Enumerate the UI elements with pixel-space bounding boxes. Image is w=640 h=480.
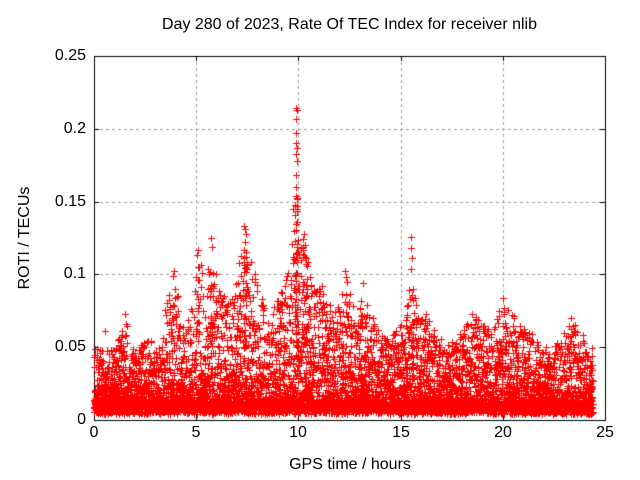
x-tick-label-20: 20 — [494, 424, 512, 441]
y-tick-label-0.2: 0.2 — [63, 120, 86, 137]
x-tick-label-0: 0 — [89, 424, 99, 441]
y-tick-label-0.05: 0.05 — [54, 338, 86, 355]
y-tick-label-0: 0 — [77, 411, 86, 428]
x-tick-label-10: 10 — [289, 424, 307, 441]
y-tick-label-0.1: 0.1 — [63, 265, 86, 282]
x-tick-label-5: 5 — [191, 424, 201, 441]
x-tick-label-15: 15 — [392, 424, 410, 441]
y-tick-label-0.15: 0.15 — [54, 193, 86, 210]
x-tick-label-25: 25 — [596, 424, 614, 441]
x-axis-label: GPS time / hours — [289, 456, 411, 473]
chart-title: Day 280 of 2023, Rate Of TEC Index for r… — [161, 16, 537, 33]
y-tick-label-0.25: 0.25 — [54, 47, 86, 64]
